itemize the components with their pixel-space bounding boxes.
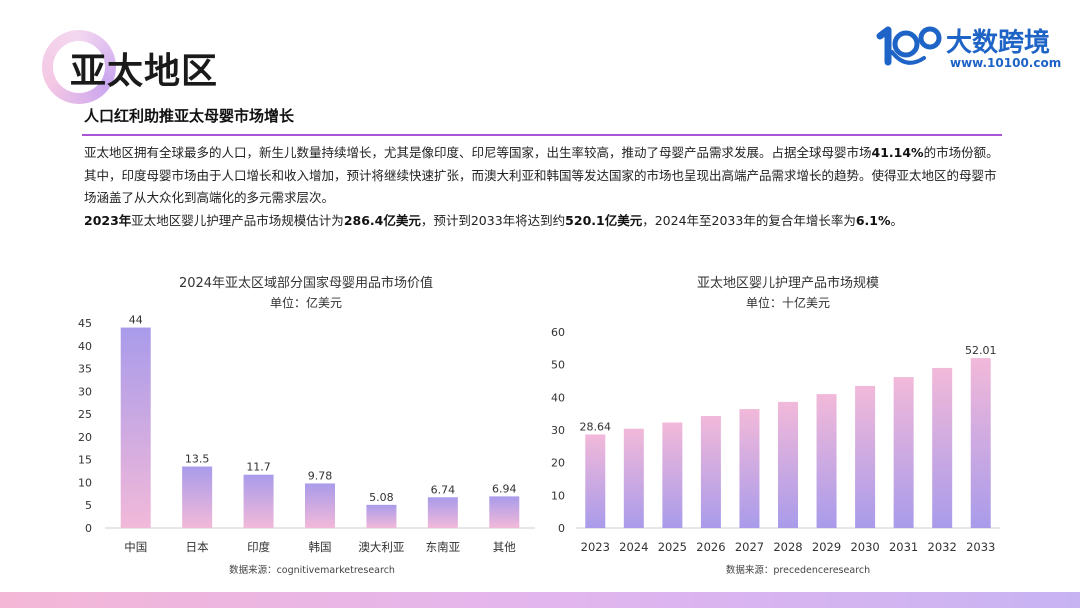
chart-title: 2024年亚太区域部分国家母婴用品市场价值 — [179, 275, 433, 291]
x-tick-label: 2028 — [773, 540, 802, 554]
data-label: 6.94 — [492, 482, 517, 495]
data-label: 11.7 — [246, 461, 270, 474]
bar — [305, 483, 335, 528]
x-tick-label: 2033 — [966, 540, 995, 554]
y-tick-label: 10 — [551, 489, 565, 502]
bar — [816, 394, 837, 528]
logo-text: 大数跨境 — [946, 28, 1051, 58]
paragraph-highlight: 41.14% — [871, 145, 924, 160]
brand-logo: 大数跨境 www.10100.com — [876, 20, 1061, 72]
bar — [893, 377, 914, 528]
data-label: 9.78 — [308, 469, 333, 482]
x-tick-label: 2023 — [581, 540, 610, 554]
paragraph-highlight: 6.1% — [855, 212, 891, 228]
bar — [970, 358, 991, 528]
y-tick-label: 25 — [78, 408, 92, 421]
section-subtitle: 人口红利助推亚太母婴市场增长 — [84, 107, 295, 125]
y-tick-label: 20 — [78, 431, 92, 444]
y-tick-label: 0 — [558, 522, 565, 535]
paragraph-highlight: 2023年 — [84, 212, 132, 228]
x-tick-label: 中国 — [124, 540, 147, 554]
bar — [739, 409, 760, 528]
x-tick-label: 2026 — [696, 540, 725, 554]
data-label: 28.64 — [580, 420, 612, 433]
section-divider — [82, 134, 1002, 136]
data-label: 44 — [129, 314, 143, 327]
y-tick-label: 50 — [551, 359, 565, 372]
x-tick-label: 韩国 — [309, 540, 332, 554]
x-tick-label: 东南亚 — [426, 540, 461, 554]
paragraph-text: ，2024年至2033年的复合年增长率为 — [642, 212, 856, 228]
y-tick-label: 40 — [551, 391, 565, 404]
x-tick-label: 2025 — [658, 540, 687, 554]
bar — [489, 496, 520, 528]
x-tick-label: 2030 — [850, 540, 879, 554]
paragraph-text: 亚太地区婴儿护理产品市场规模估计为 — [131, 212, 344, 228]
y-tick-label: 30 — [78, 385, 92, 398]
data-label: 5.08 — [369, 491, 394, 504]
y-tick-label: 35 — [78, 363, 92, 376]
paragraph-highlight: 286.4亿美元 — [343, 212, 421, 228]
x-tick-label: 印度 — [247, 540, 270, 554]
chart-title: 亚太地区婴儿护理产品市场规模 — [697, 275, 879, 291]
footer-gradient-bar — [0, 592, 1080, 608]
chart-unit: 单位：十亿美元 — [746, 295, 830, 310]
x-tick-label: 澳大利亚 — [358, 540, 404, 554]
title-decoration-ring-center — [53, 41, 105, 93]
intro-paragraph: 亚太地区拥有全球最多的人口，新生儿数量持续增长，尤其是像印度、印尼等国家，出生率… — [84, 142, 1004, 232]
bar — [427, 497, 458, 528]
y-tick-label: 30 — [551, 424, 565, 437]
y-tick-label: 15 — [78, 454, 92, 467]
paragraph-line-2: 2023年亚太地区婴儿护理产品市场规模估计为286.4亿美元，预计到2033年将… — [84, 210, 1004, 233]
bar — [182, 466, 213, 528]
bar — [932, 367, 953, 528]
paragraph-line-1: 亚太地区拥有全球最多的人口，新生儿数量持续增长，尤其是像印度、印尼等国家，出生率… — [84, 142, 1004, 210]
bar — [366, 504, 397, 528]
chart-source: 数据来源：cognitivemarketresearch — [229, 564, 395, 576]
y-tick-label: 10 — [78, 476, 92, 489]
data-label: 13.5 — [185, 453, 210, 466]
paragraph-text: 。 — [890, 212, 904, 228]
x-tick-label: 2024 — [619, 540, 648, 554]
page-title: 亚太地区 — [70, 51, 219, 92]
data-label: 52.01 — [965, 344, 997, 357]
bar — [120, 327, 151, 528]
chart-source: 数据来源：precedenceresearch — [726, 564, 870, 576]
paragraph-highlight: 520.1亿美元 — [565, 212, 643, 228]
x-tick-label: 其他 — [493, 540, 516, 554]
y-tick-label: 0 — [85, 522, 92, 535]
x-tick-label: 2032 — [928, 540, 957, 554]
bar — [243, 474, 274, 528]
logo-url: www.10100.com — [950, 56, 1062, 70]
y-tick-label: 20 — [551, 457, 565, 470]
country-market-value-chart: 2024年亚太区域部分国家母婴用品市场价值 单位：亿美元 0 5 10 15 20 25 3… — [78, 275, 535, 576]
x-tick-label: 日本 — [186, 540, 209, 554]
y-tick-label: 45 — [78, 317, 92, 330]
x-tick-label: 2027 — [735, 540, 764, 554]
y-tick-label: 40 — [78, 340, 92, 353]
data-label: 6.74 — [431, 483, 456, 496]
y-tick-label: 60 — [551, 326, 565, 339]
bar — [585, 434, 606, 528]
chart-unit: 单位：亿美元 — [270, 295, 342, 310]
y-tick-label: 5 — [85, 499, 92, 512]
bar — [623, 428, 644, 528]
x-tick-label: 2029 — [812, 540, 841, 554]
bar — [662, 422, 683, 528]
paragraph-text: 的市场份额。其中，印度母婴市场由于人口增长和收入增加，预计将继续快速扩张，而澳大… — [84, 145, 999, 205]
paragraph-text: ，预计到2033年将达到约 — [420, 212, 566, 228]
paragraph-text: 亚太地区拥有全球最多的人口，新生儿数量持续增长，尤其是像印度、印尼等国家，出生率… — [84, 145, 872, 160]
bar — [855, 385, 876, 528]
bar — [700, 415, 721, 528]
x-tick-label: 2031 — [889, 540, 918, 554]
logo-mark-icon — [876, 26, 942, 66]
bar — [778, 401, 798, 528]
